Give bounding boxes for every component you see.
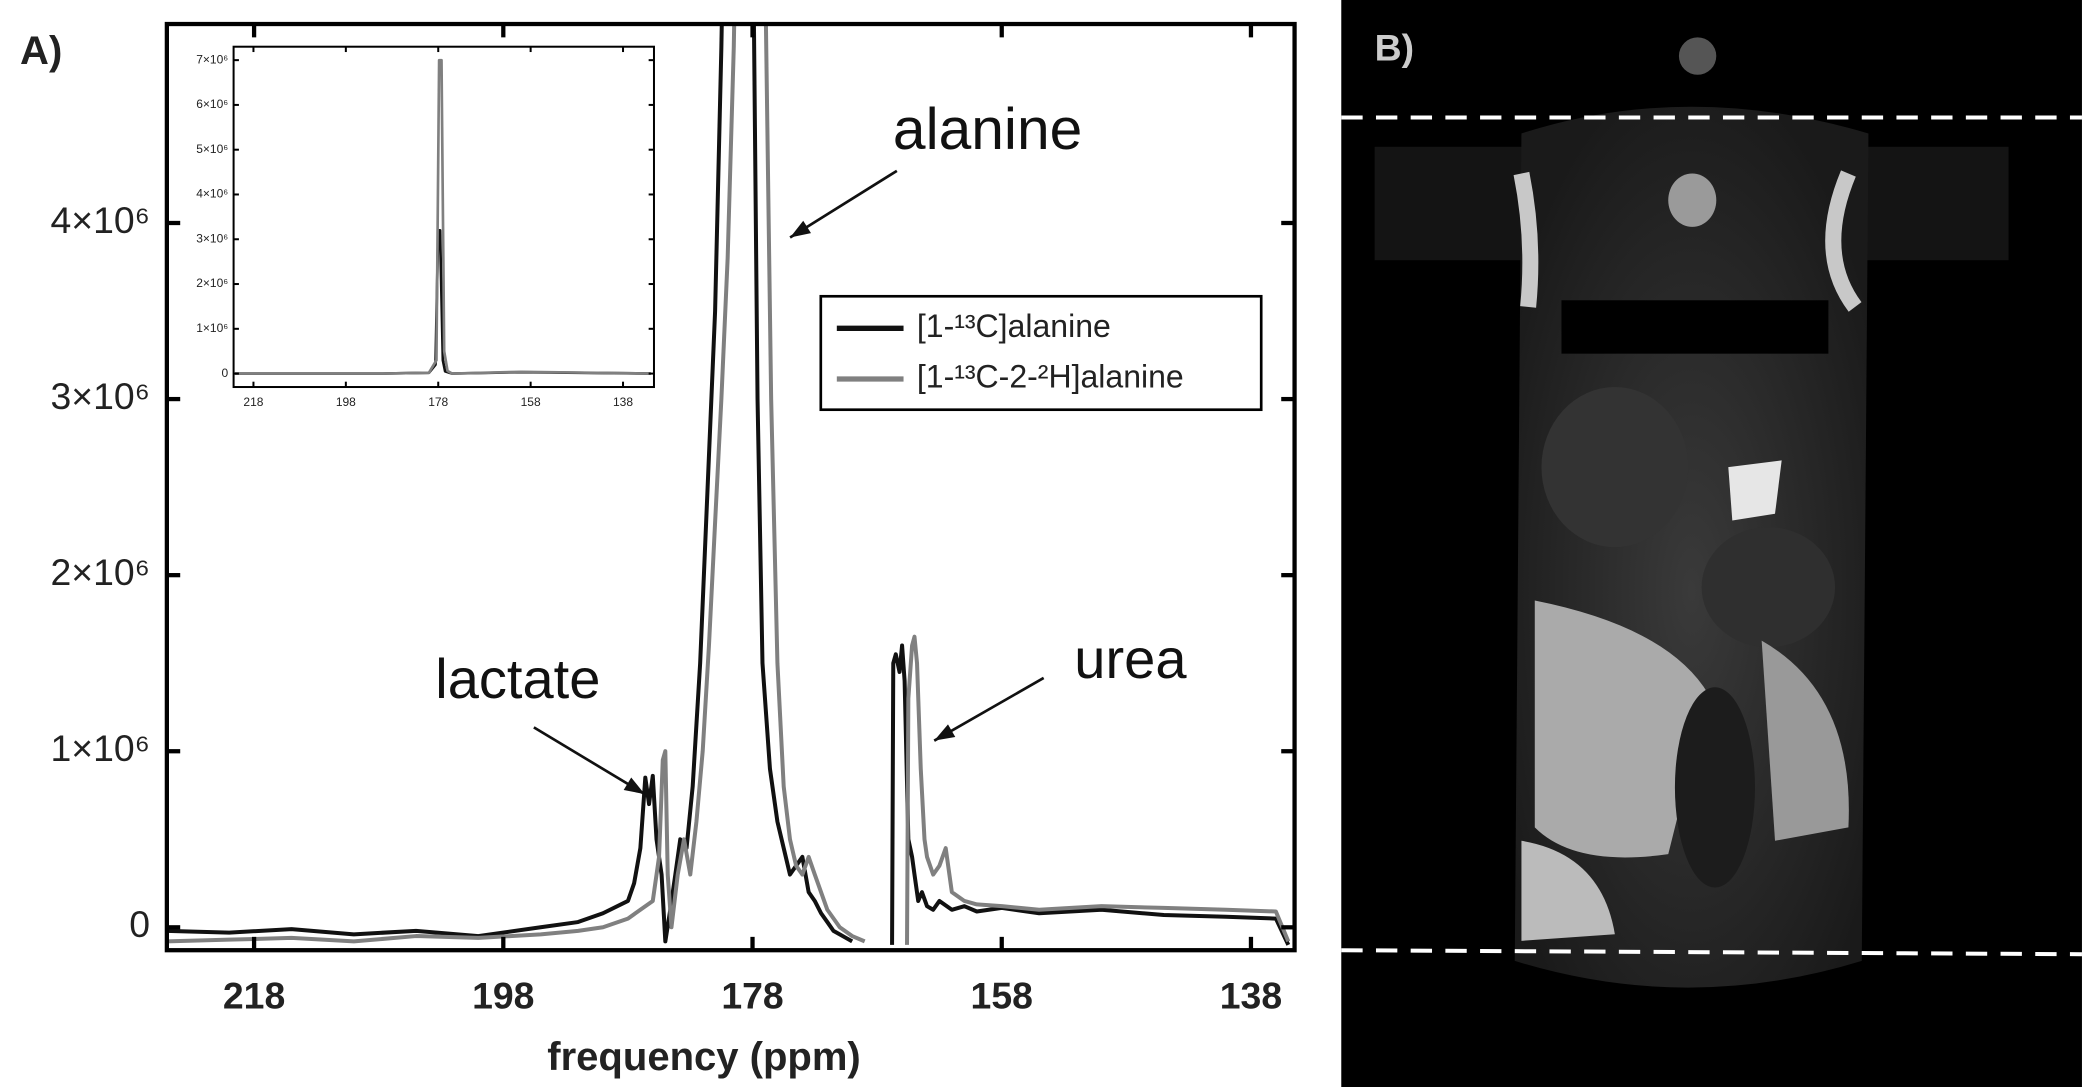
x-tick-label: 178 (721, 975, 783, 1017)
arrow-head (790, 220, 811, 238)
x-tick-label: 198 (472, 975, 534, 1017)
series-line (166, 24, 1291, 945)
arrow-head (623, 777, 645, 795)
y-tick-label: 0 (221, 366, 228, 380)
x-tick-label: 138 (613, 395, 633, 409)
y-tick-label: 7×10⁶ (196, 52, 228, 66)
annotation-arrow (533, 726, 646, 796)
y-tick-label: 4×10⁶ (196, 187, 228, 201)
x-tick-label: 198 (336, 395, 356, 409)
x-tick-label: 158 (971, 975, 1033, 1017)
x-tick-label: 138 (1220, 975, 1282, 1017)
y-tick-label: 6×10⁶ (196, 97, 228, 111)
panel-label: A) (20, 29, 62, 73)
legend-box (819, 294, 1263, 412)
x-tick-label: 218 (223, 975, 285, 1017)
annotation: alanine (893, 97, 1082, 162)
y-tick-label: 1×10⁶ (51, 727, 151, 769)
plot-area (234, 58, 651, 375)
x-tick-label: 178 (428, 395, 448, 409)
y-tick-label: 3×10⁶ (196, 231, 228, 245)
plot-area (166, 24, 1291, 946)
y-tick-label: 0 (129, 903, 150, 945)
plot-frame (164, 21, 1297, 953)
y-tick-label: 3×10⁶ (51, 375, 151, 417)
series-line (234, 58, 651, 375)
y-tick-label: 4×10⁶ (51, 199, 151, 241)
x-tick-label: 158 (521, 395, 541, 409)
y-tick-label: 5×10⁶ (196, 142, 228, 156)
mri-image (1341, 0, 2082, 1087)
x-tick-label: 218 (243, 395, 263, 409)
dashed-line (1341, 948, 2082, 957)
legend-label: [1-¹³C]alanine (917, 308, 1111, 344)
y-tick-label: 1×10⁶ (196, 321, 228, 335)
y-tick-label: 2×10⁶ (51, 551, 151, 593)
arrow-head (934, 724, 956, 741)
legend-label: [1-¹³C-2-²H]alanine (917, 358, 1184, 394)
annotation-arrow (933, 676, 1045, 742)
x-axis-label: frequency (ppm) (547, 1035, 860, 1079)
annotation-arrow (789, 169, 898, 239)
annotation: urea (1074, 627, 1187, 690)
panel-label: B) (1375, 27, 1414, 69)
plot-frame (232, 45, 655, 389)
annotation: lactate (435, 647, 600, 710)
y-tick-label: 2×10⁶ (196, 276, 228, 290)
